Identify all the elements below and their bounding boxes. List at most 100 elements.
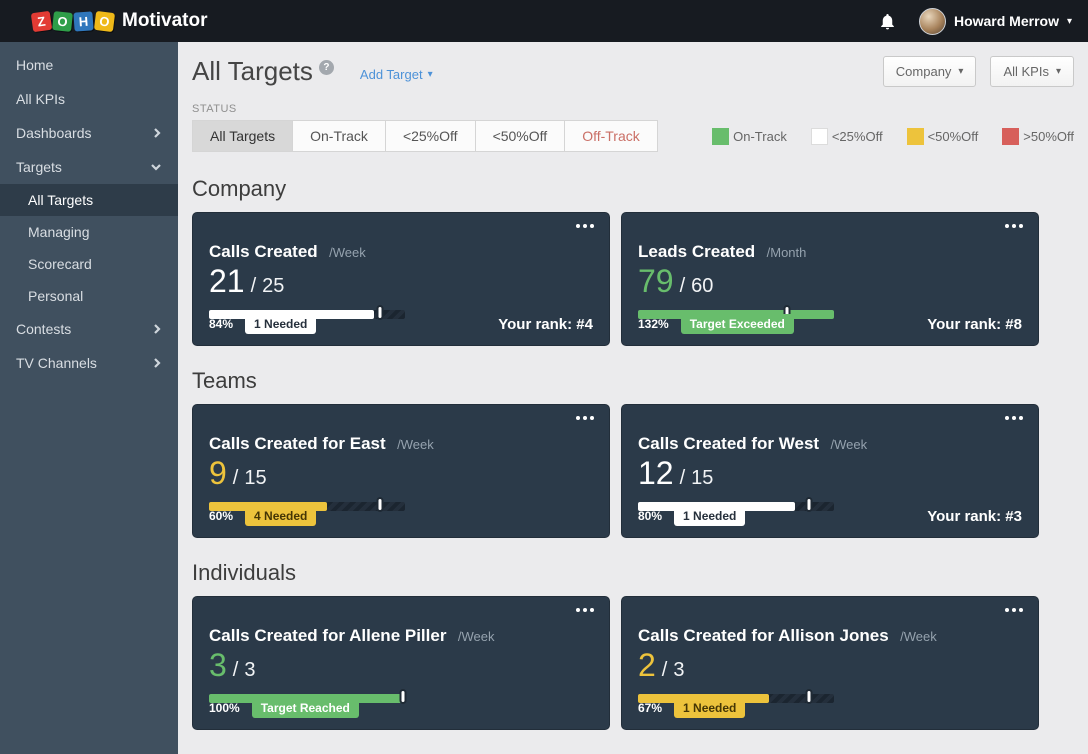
sidebar-item-label: Dashboards: [16, 125, 92, 141]
add-target-button[interactable]: Add Target ▾: [359, 67, 433, 82]
card-period: /Week: [830, 437, 868, 452]
card-menu-icon[interactable]: [1005, 608, 1023, 612]
scope-filter-dropdown[interactable]: Company ▾: [882, 56, 977, 87]
legend-swatch: [1002, 127, 1020, 145]
status-filter-50-off[interactable]: <50%Off: [474, 120, 566, 152]
chevron-down-icon: ▾: [1055, 66, 1061, 77]
sidebar-item-dashboards[interactable]: Dashboards: [0, 116, 178, 150]
section-title: Company: [192, 176, 287, 201]
card-menu-icon[interactable]: [576, 224, 594, 228]
chevron-down-icon: ▾: [958, 66, 964, 77]
status-filter-on-track[interactable]: On-Track: [292, 120, 386, 152]
rank-label: Your rank: #4: [498, 315, 593, 333]
kpi-filter-dropdown[interactable]: All KPIs ▾: [990, 56, 1074, 87]
card-period: /Month: [766, 245, 807, 260]
status-filter-group: All Targets On-Track <25%Off <50%Off Off-Tra…: [192, 120, 658, 152]
section-title: Individuals: [192, 560, 296, 585]
sidebar-item-label: TV Channels: [16, 355, 97, 371]
sidebar-item-managing[interactable]: Managing: [0, 216, 178, 248]
chevron-down-icon: [150, 162, 162, 172]
value-separator: /: [661, 659, 668, 681]
help-icon[interactable]: ?: [318, 60, 334, 75]
sidebar-item-label: Targets: [16, 159, 62, 175]
status-badge: Target Reached: [251, 698, 359, 718]
logo-tile-o: O: [52, 10, 73, 32]
progress-percent: 100%: [209, 701, 240, 715]
value-separator: /: [250, 275, 257, 297]
status-badge: 1 Needed: [674, 506, 746, 526]
sidebar-item-personal[interactable]: Personal: [0, 280, 178, 312]
progress-percent: 132%: [638, 317, 669, 331]
logo-tile-o: O: [93, 10, 116, 32]
sidebar-item-label: Personal: [28, 288, 84, 304]
legend-item-25-off: <25%Off: [810, 127, 883, 145]
sidebar-item-all-kpis[interactable]: All KPIs: [0, 82, 178, 116]
progress-percent: 60%: [209, 509, 234, 523]
card-current-value: 9: [209, 455, 227, 491]
main-content: All Targets ? Add Target ▾ Company ▾ All…: [178, 42, 1088, 754]
card-menu-icon[interactable]: [1005, 416, 1023, 420]
chevron-down-icon: ▾: [1066, 15, 1072, 27]
page-title: All Targets: [192, 56, 313, 86]
sidebar-item-label: All Targets: [28, 192, 94, 208]
sidebar-item-label: Contests: [16, 321, 72, 337]
sidebar-item-label: All KPIs: [16, 91, 66, 107]
sidebar-item-all-targets[interactable]: All Targets: [0, 184, 178, 216]
progress-marker: [805, 689, 813, 704]
card-menu-icon[interactable]: [576, 416, 594, 420]
notifications-bell-icon[interactable]: [878, 12, 897, 31]
legend-swatch: [906, 127, 924, 145]
legend-item-on-track: On-Track: [712, 127, 787, 145]
card-target-value: 15: [244, 467, 267, 489]
card-title: Calls Created for Allene Piller: [209, 626, 447, 645]
card-title: Calls Created for East: [209, 434, 386, 453]
target-card-calls-created-for-west: Calls Created for West /Week 12 / 15 80%…: [621, 404, 1039, 538]
card-menu-icon[interactable]: [1005, 224, 1023, 228]
logo-tile-h: H: [73, 10, 94, 32]
card-menu-icon[interactable]: [576, 608, 594, 612]
value-separator: /: [679, 467, 686, 489]
sidebar-item-tv-channels[interactable]: TV Channels: [0, 346, 178, 380]
card-target-value: 15: [691, 467, 714, 489]
card-target-value: 3: [244, 659, 256, 681]
legend-swatch: [712, 127, 730, 145]
target-card-leads-created: Leads Created /Month 79 / 60 132% Target…: [621, 212, 1039, 346]
progress-marker: [805, 497, 813, 512]
section-title: Teams: [192, 368, 257, 393]
card-current-value: 79: [638, 263, 674, 299]
sidebar-item-label: Scorecard: [28, 256, 92, 272]
section-individuals: Individuals Calls Created for Allene Pil…: [192, 560, 1074, 730]
chevron-right-icon: [152, 127, 162, 139]
card-current-value: 12: [638, 455, 674, 491]
status-filter-all-targets[interactable]: All Targets: [192, 120, 294, 152]
user-menu[interactable]: Howard Merrow ▾: [918, 7, 1072, 35]
status-badge: 1 Needed: [674, 698, 746, 718]
chevron-down-icon: ▾: [427, 69, 433, 80]
card-title: Calls Created: [209, 242, 318, 261]
sidebar-item-home[interactable]: Home: [0, 48, 178, 82]
card-period: /Week: [397, 437, 434, 452]
progress-percent: 84%: [209, 317, 234, 331]
card-current-value: 21: [209, 263, 245, 299]
value-separator: /: [679, 275, 686, 297]
target-card-calls-created-for-east: Calls Created for East /Week 9 / 15 60% …: [192, 404, 610, 538]
legend-label: On-Track: [733, 128, 787, 144]
value-separator: /: [232, 659, 239, 681]
rank-label: Your rank: #3: [927, 507, 1022, 525]
card-target-value: 3: [673, 659, 685, 681]
sidebar-item-contests[interactable]: Contests: [0, 312, 178, 346]
status-filter-25-off[interactable]: <25%Off: [384, 120, 476, 152]
app-brand: Motivator: [122, 10, 208, 31]
card-current-value: 2: [638, 647, 656, 683]
sidebar-item-scorecard[interactable]: Scorecard: [0, 248, 178, 280]
legend-swatch: [810, 127, 828, 145]
sidebar-item-targets[interactable]: Targets: [0, 150, 178, 184]
user-avatar: [918, 7, 946, 35]
card-current-value: 3: [209, 647, 227, 683]
status-filter-off-track[interactable]: Off-Track: [564, 120, 658, 152]
card-title: Calls Created for West: [638, 434, 820, 453]
status-badge: Target Exceeded: [680, 314, 794, 334]
sidebar-nav: Home All KPIs Dashboards Targets All Tar…: [0, 42, 178, 754]
